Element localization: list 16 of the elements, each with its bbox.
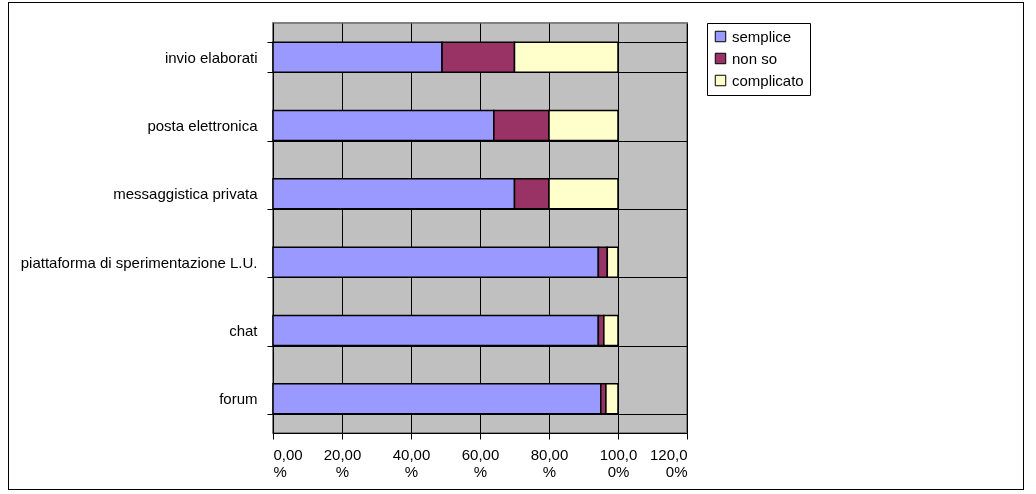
- legend-label: complicato: [732, 71, 804, 89]
- x-tick-label: 80,00%: [530, 445, 569, 480]
- y-tick-label: piattaforma di sperimentazione L.U.: [20, 253, 258, 271]
- x-tick-label: 60,00%: [461, 445, 500, 480]
- x-tick-label: 0,00%: [273, 445, 303, 480]
- x-tick-label: 120,00%: [649, 445, 688, 480]
- y-tick-label: forum: [219, 390, 258, 408]
- x-tick-label: 20,00%: [323, 445, 362, 480]
- y-tick-label: chat: [229, 322, 259, 339]
- legend-label: non so: [732, 49, 778, 67]
- legend-label: semplice: [732, 27, 792, 45]
- y-tick-label: invio elaborati: [164, 48, 258, 66]
- y-tick-label: messaggistica privata: [113, 185, 259, 203]
- x-tick-label: 40,00%: [392, 445, 431, 480]
- x-tick-label: 100,00%: [599, 445, 638, 480]
- y-tick-label: posta elettronica: [147, 117, 259, 134]
